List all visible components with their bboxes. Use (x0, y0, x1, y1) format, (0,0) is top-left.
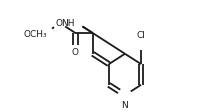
Text: O: O (72, 47, 79, 56)
Text: N: N (122, 100, 128, 109)
Text: OCH₃: OCH₃ (23, 29, 47, 38)
Text: NH: NH (61, 19, 74, 28)
Text: Cl: Cl (137, 31, 146, 39)
Text: O: O (56, 19, 63, 28)
